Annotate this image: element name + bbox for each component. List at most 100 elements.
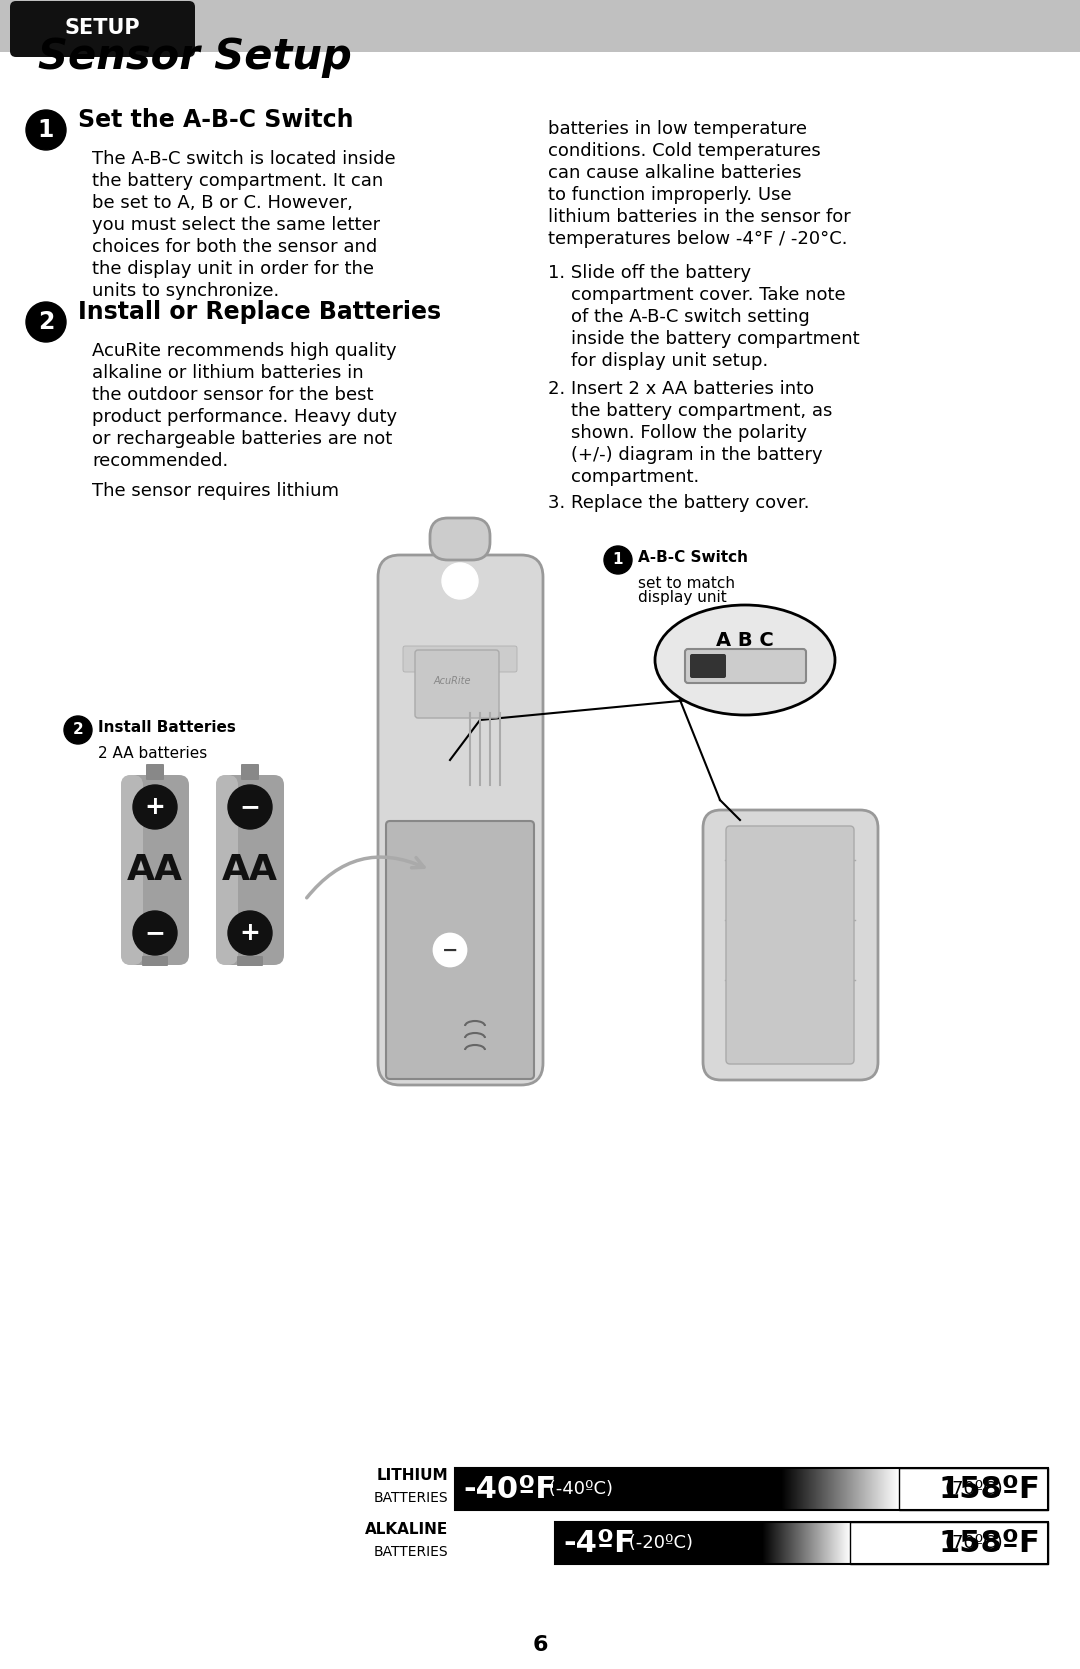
Bar bbox=[850, 1522, 1048, 1564]
Text: +: + bbox=[240, 921, 260, 945]
FancyBboxPatch shape bbox=[685, 649, 806, 683]
Text: set to match: set to match bbox=[638, 576, 735, 591]
Text: (70ºC): (70ºC) bbox=[945, 1534, 1009, 1552]
Bar bbox=[455, 1469, 781, 1510]
Text: −: − bbox=[240, 794, 260, 819]
Text: shown. Follow the polarity: shown. Follow the polarity bbox=[548, 424, 807, 442]
FancyBboxPatch shape bbox=[430, 517, 490, 561]
Text: product performance. Heavy duty: product performance. Heavy duty bbox=[92, 407, 397, 426]
Text: the display unit in order for the: the display unit in order for the bbox=[92, 260, 374, 279]
Circle shape bbox=[133, 784, 177, 829]
FancyBboxPatch shape bbox=[726, 826, 854, 1065]
Text: Sensor Setup: Sensor Setup bbox=[38, 37, 352, 78]
Text: -4ºF: -4ºF bbox=[563, 1529, 635, 1557]
Circle shape bbox=[133, 911, 177, 955]
Text: or rechargeable batteries are not: or rechargeable batteries are not bbox=[92, 431, 392, 447]
Text: alkaline or lithium batteries in: alkaline or lithium batteries in bbox=[92, 364, 364, 382]
Text: compartment cover. Take note: compartment cover. Take note bbox=[548, 285, 846, 304]
Bar bbox=[555, 1522, 1048, 1564]
Text: AcuRite: AcuRite bbox=[433, 676, 471, 686]
Text: compartment.: compartment. bbox=[548, 467, 699, 486]
Bar bbox=[455, 1469, 1048, 1510]
Text: recommended.: recommended. bbox=[92, 452, 228, 471]
Text: the battery compartment, as: the battery compartment, as bbox=[548, 402, 833, 421]
FancyBboxPatch shape bbox=[121, 774, 143, 965]
Text: AA: AA bbox=[127, 853, 183, 886]
Circle shape bbox=[442, 562, 478, 599]
Text: (+/-) diagram in the battery: (+/-) diagram in the battery bbox=[548, 446, 823, 464]
Text: 158ºF: 158ºF bbox=[939, 1474, 1040, 1504]
Text: −: − bbox=[145, 921, 165, 945]
Circle shape bbox=[228, 911, 272, 955]
Bar bbox=[555, 1522, 762, 1564]
Text: BATTERIES: BATTERIES bbox=[374, 1545, 448, 1559]
FancyBboxPatch shape bbox=[141, 956, 168, 966]
FancyBboxPatch shape bbox=[403, 646, 517, 673]
Text: of the A-B-C switch setting: of the A-B-C switch setting bbox=[548, 309, 810, 325]
FancyBboxPatch shape bbox=[703, 809, 878, 1080]
Text: can cause alkaline batteries: can cause alkaline batteries bbox=[548, 164, 801, 182]
FancyBboxPatch shape bbox=[237, 956, 264, 966]
Circle shape bbox=[228, 784, 272, 829]
Text: (-20ºC): (-20ºC) bbox=[623, 1534, 693, 1552]
FancyBboxPatch shape bbox=[121, 774, 189, 965]
Bar bbox=[0, 0, 1080, 52]
Text: temperatures below -4°F / -20°C.: temperatures below -4°F / -20°C. bbox=[548, 230, 848, 249]
Text: to function improperly. Use: to function improperly. Use bbox=[548, 185, 792, 204]
Text: batteries in low temperature: batteries in low temperature bbox=[548, 120, 807, 139]
Text: LITHIUM: LITHIUM bbox=[376, 1469, 448, 1484]
Text: The sensor requires lithium: The sensor requires lithium bbox=[92, 482, 339, 501]
Text: 2: 2 bbox=[38, 310, 54, 334]
Circle shape bbox=[604, 546, 632, 574]
FancyArrowPatch shape bbox=[307, 858, 424, 898]
Text: ALKALINE: ALKALINE bbox=[365, 1522, 448, 1537]
Ellipse shape bbox=[654, 604, 835, 714]
Text: inside the battery compartment: inside the battery compartment bbox=[548, 330, 860, 349]
Text: BATTERIES: BATTERIES bbox=[374, 1490, 448, 1505]
Text: choices for both the sensor and: choices for both the sensor and bbox=[92, 239, 377, 255]
Text: the battery compartment. It can: the battery compartment. It can bbox=[92, 172, 383, 190]
Text: 1: 1 bbox=[612, 552, 623, 567]
FancyBboxPatch shape bbox=[10, 2, 195, 57]
Text: units to synchronize.: units to synchronize. bbox=[92, 282, 280, 300]
Text: +: + bbox=[145, 794, 165, 819]
Text: -40ºF: -40ºF bbox=[463, 1474, 556, 1504]
Bar bbox=[899, 1469, 1048, 1510]
Text: Install or Replace Batteries: Install or Replace Batteries bbox=[78, 300, 441, 324]
FancyBboxPatch shape bbox=[690, 654, 726, 678]
Text: 3. Replace the battery cover.: 3. Replace the battery cover. bbox=[548, 494, 810, 512]
Circle shape bbox=[434, 935, 465, 966]
Text: Install Batteries: Install Batteries bbox=[98, 721, 235, 736]
Text: 2: 2 bbox=[72, 723, 83, 738]
FancyBboxPatch shape bbox=[415, 649, 499, 718]
Text: (70ºC): (70ºC) bbox=[945, 1480, 1009, 1499]
FancyBboxPatch shape bbox=[216, 774, 284, 965]
Circle shape bbox=[26, 302, 66, 342]
Text: for display unit setup.: for display unit setup. bbox=[548, 352, 768, 371]
Text: be set to A, B or C. However,: be set to A, B or C. However, bbox=[92, 194, 353, 212]
Text: lithium batteries in the sensor for: lithium batteries in the sensor for bbox=[548, 209, 851, 225]
Text: 2. Insert 2 x AA batteries into: 2. Insert 2 x AA batteries into bbox=[548, 381, 814, 397]
Text: Set the A-B-C Switch: Set the A-B-C Switch bbox=[78, 108, 353, 132]
Text: AA: AA bbox=[222, 853, 278, 886]
Circle shape bbox=[26, 110, 66, 150]
Text: 2 AA batteries: 2 AA batteries bbox=[98, 746, 207, 761]
Text: A-B-C Switch: A-B-C Switch bbox=[638, 551, 748, 566]
FancyBboxPatch shape bbox=[378, 556, 543, 1085]
Text: the outdoor sensor for the best: the outdoor sensor for the best bbox=[92, 386, 374, 404]
Text: AcuRite recommends high quality: AcuRite recommends high quality bbox=[92, 342, 396, 361]
Text: 1: 1 bbox=[38, 118, 54, 142]
Text: (-40ºC): (-40ºC) bbox=[543, 1480, 613, 1499]
Text: SETUP: SETUP bbox=[64, 18, 139, 38]
FancyBboxPatch shape bbox=[216, 774, 238, 965]
Text: you must select the same letter: you must select the same letter bbox=[92, 215, 380, 234]
FancyBboxPatch shape bbox=[386, 821, 534, 1078]
Text: display unit: display unit bbox=[638, 591, 727, 604]
Text: 1. Slide off the battery: 1. Slide off the battery bbox=[548, 264, 751, 282]
Text: −: − bbox=[442, 941, 458, 960]
Text: 158ºF: 158ºF bbox=[939, 1529, 1040, 1557]
Text: 6: 6 bbox=[532, 1636, 548, 1656]
Text: A B C: A B C bbox=[716, 631, 774, 649]
FancyBboxPatch shape bbox=[146, 764, 164, 779]
Circle shape bbox=[64, 716, 92, 744]
